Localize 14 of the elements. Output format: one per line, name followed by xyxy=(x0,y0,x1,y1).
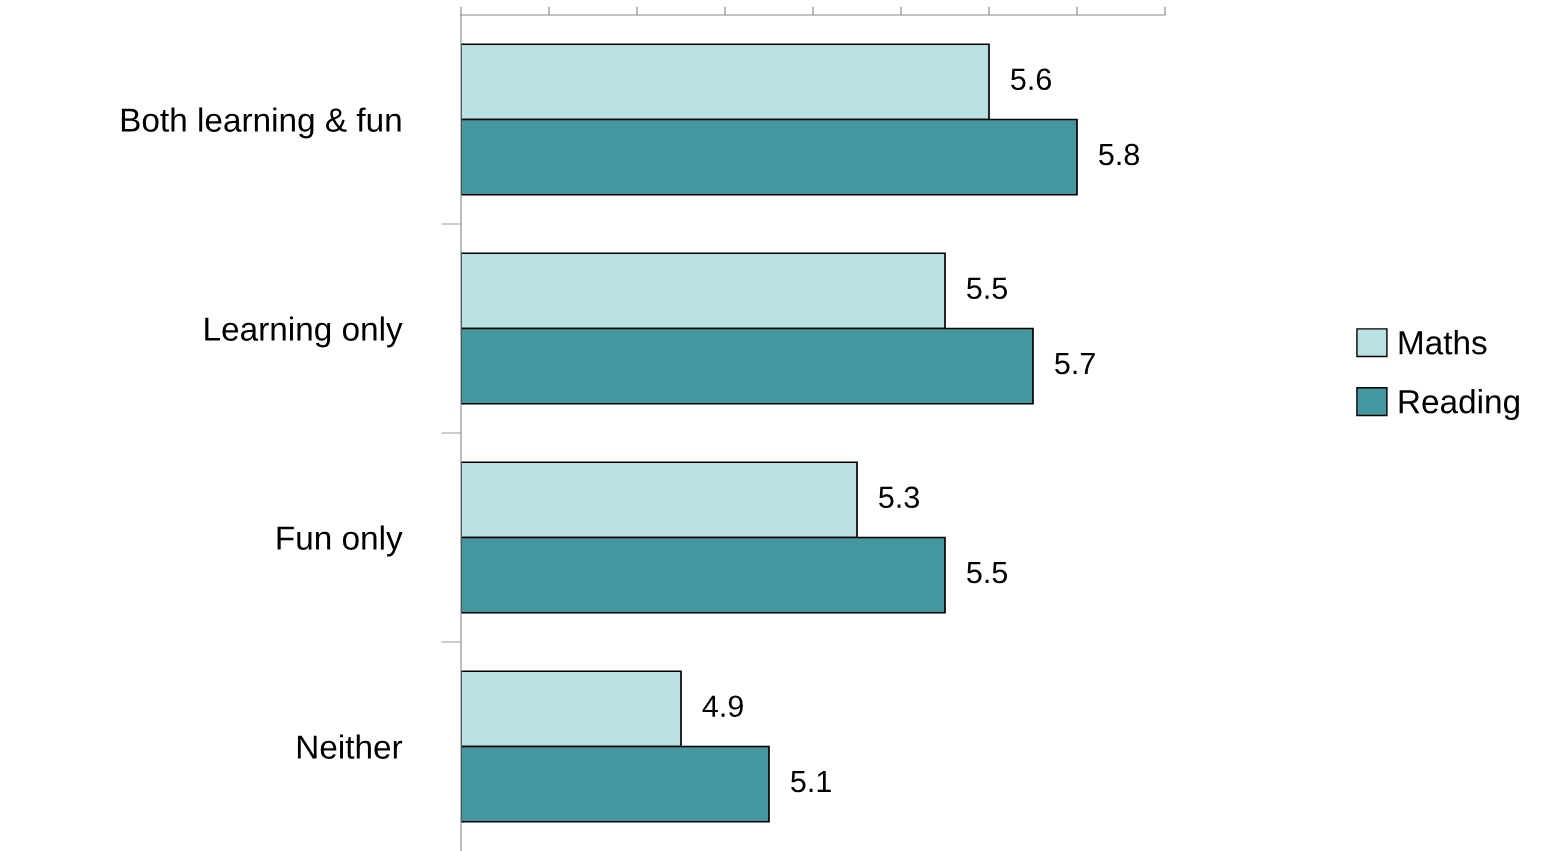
y-tick-label: Both learning & fun xyxy=(121,107,401,139)
data-label: 5.5 xyxy=(967,562,1008,584)
data-label: 5.7 xyxy=(1055,353,1095,375)
y-tick-label: Learning only xyxy=(205,316,403,348)
legend-label: Reading xyxy=(1399,388,1519,421)
data-label: 5.8 xyxy=(1099,143,1139,166)
legend-label: Maths xyxy=(1399,330,1487,355)
data-label: 5.3 xyxy=(879,486,919,509)
data-label: 5.1 xyxy=(791,771,831,793)
data-label: 5.6 xyxy=(1011,68,1051,91)
y-tick-label: Fun only xyxy=(277,525,403,557)
data-label: 4.9 xyxy=(702,695,743,718)
data-label: 5.5 xyxy=(967,277,1008,300)
y-tick-label: Neither xyxy=(297,734,403,759)
